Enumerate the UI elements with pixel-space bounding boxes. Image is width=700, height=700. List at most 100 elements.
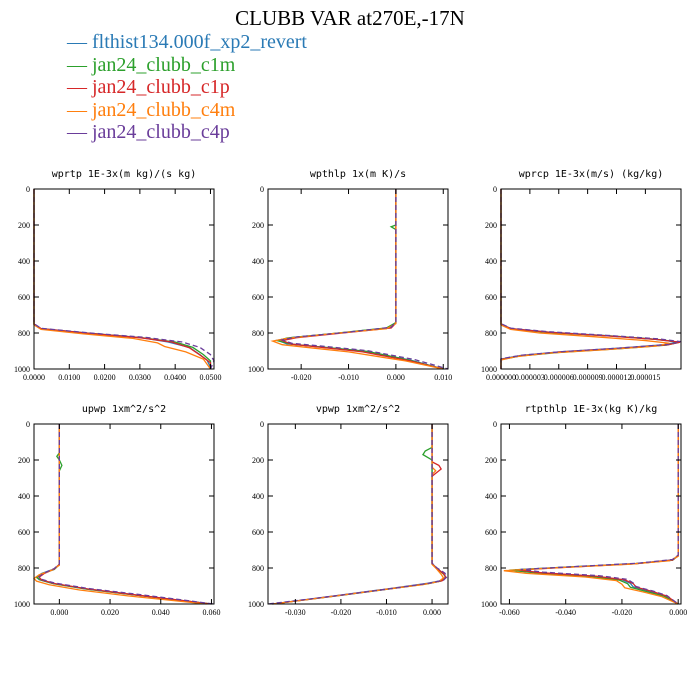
x-tick-label: -0.010 xyxy=(376,608,397,617)
y-tick-label: 0 xyxy=(493,420,497,429)
panel-title: rtpthlp 1E-3x(kg K)/kg xyxy=(525,404,657,415)
y-tick-label: 400 xyxy=(485,257,497,266)
x-tick-label: -0.030 xyxy=(285,608,306,617)
x-tick-label: 0.000006 xyxy=(544,373,574,382)
x-tick-label: -0.020 xyxy=(612,608,633,617)
plot-frame xyxy=(33,188,215,370)
y-tick-label: 800 xyxy=(485,329,497,338)
y-tick-label: 200 xyxy=(485,456,497,465)
x-tick-label: 0.060 xyxy=(202,608,220,617)
series-line-5 xyxy=(38,424,215,605)
chart-panel-2: wpthlp 1x(m K)/s -0.020 -0.010 0.000 0.010 0 2… xyxy=(248,169,452,382)
series-line-5 xyxy=(33,189,215,370)
plot-frame xyxy=(267,188,449,370)
x-tick-label: 0.010 xyxy=(434,373,452,382)
y-tick-label: 1000 xyxy=(14,600,30,609)
x-tick-label: 0.000009 xyxy=(573,373,603,382)
y-tick-label: 400 xyxy=(252,492,264,501)
series-line-4 xyxy=(503,424,679,605)
series-line-5 xyxy=(267,424,448,605)
x-tick-label: 0.000000 xyxy=(486,373,516,382)
chart-panel-1: wprtp 1E-3x(m kg)/(s kg) 0.0000 0.0100 0.02… xyxy=(14,169,221,382)
y-tick-label: 400 xyxy=(18,492,30,501)
x-tick-label: 0.0100 xyxy=(58,373,80,382)
series-line-2 xyxy=(35,424,212,605)
x-tick-label: -0.040 xyxy=(555,608,576,617)
y-tick-label: 600 xyxy=(18,528,30,537)
y-tick-label: 200 xyxy=(18,456,30,465)
x-tick-label: 0.000 xyxy=(387,373,405,382)
x-tick-label: -0.020 xyxy=(291,373,312,382)
x-tick-label: 0.040 xyxy=(152,608,170,617)
x-tick-label: 0.020 xyxy=(101,608,119,617)
series-line-3 xyxy=(279,189,444,370)
series-line-2 xyxy=(272,424,447,605)
x-tick-label: 0.0500 xyxy=(199,373,221,382)
legend-item: — jan24_clubb_c1m xyxy=(67,53,236,76)
panel-title: vpwp 1xm^2/s^2 xyxy=(316,404,400,415)
panel-title: upwp 1xm^2/s^2 xyxy=(82,404,166,415)
series-line-1 xyxy=(33,189,212,369)
plot-frame xyxy=(500,188,682,370)
y-tick-label: 0 xyxy=(26,185,30,194)
series-line-4 xyxy=(270,189,444,370)
x-tick-label: 0.0200 xyxy=(94,373,116,382)
y-tick-label: 800 xyxy=(252,564,264,573)
series-line-1 xyxy=(500,189,678,369)
y-tick-label: 600 xyxy=(252,528,264,537)
x-tick-label: 0.000015 xyxy=(630,373,660,382)
y-tick-label: 0 xyxy=(260,185,264,194)
legend-item: — flthist134.000f_xp2_revert xyxy=(67,31,307,53)
chart-panel-6: rtpthlp 1E-3x(kg K)/kg -0.060 -0.040 -0.020… xyxy=(481,404,687,617)
page-title: CLUBB VAR at270E,-17N xyxy=(235,6,465,30)
series-line-2 xyxy=(274,189,444,370)
series-line-2 xyxy=(33,189,212,369)
y-tick-label: 400 xyxy=(485,492,497,501)
x-tick-label: 0.000012 xyxy=(602,373,632,382)
y-tick-label: 1000 xyxy=(248,600,264,609)
y-tick-label: 0 xyxy=(493,185,497,194)
panel-title: wprcp 1E-3x(m/s) (kg/kg) xyxy=(519,169,664,180)
y-tick-label: 200 xyxy=(252,456,264,465)
series-line-3 xyxy=(272,424,447,605)
x-tick-label: 0.0300 xyxy=(129,373,151,382)
y-tick-label: 0 xyxy=(26,420,30,429)
x-tick-label: 0.0000 xyxy=(23,373,45,382)
series-line-2 xyxy=(500,189,680,369)
y-tick-label: 1000 xyxy=(481,365,497,374)
y-tick-label: 1000 xyxy=(248,365,264,374)
x-tick-label: 0.000 xyxy=(669,608,687,617)
chart-panel-4: upwp 1xm^2/s^2 0.000 0.020 0.040 0.060 0 200 40… xyxy=(14,404,220,617)
y-tick-label: 200 xyxy=(485,221,497,230)
x-tick-label: -0.020 xyxy=(331,608,352,617)
series-line-4 xyxy=(272,424,445,605)
plot-frame xyxy=(500,423,682,605)
series-line-1 xyxy=(35,424,212,605)
x-tick-label: 0.0400 xyxy=(164,373,186,382)
chart-panel-5: vpwp 1xm^2/s^2 -0.030 -0.020 -0.010 0.000 0 20… xyxy=(248,404,449,617)
series-line-3 xyxy=(38,424,212,605)
chart-panel-3: wprcp 1E-3x(m/s) (kg/kg) 0.0000000.000003… xyxy=(481,169,682,382)
y-tick-label: 800 xyxy=(252,329,264,338)
series-line-4 xyxy=(33,189,211,370)
x-tick-label: -0.010 xyxy=(338,373,359,382)
y-tick-label: 600 xyxy=(18,293,30,302)
series-line-5 xyxy=(279,189,449,370)
y-tick-label: 1000 xyxy=(481,600,497,609)
y-tick-label: 600 xyxy=(485,293,497,302)
x-tick-label: -0.060 xyxy=(499,608,520,617)
series-line-1 xyxy=(275,189,444,370)
legend: — flthist134.000f_xp2_revert — jan24_clu… xyxy=(67,31,307,144)
x-tick-label: 0.000003 xyxy=(515,373,545,382)
legend-item: — jan24_clubb_c4p xyxy=(67,121,230,143)
x-tick-label: 0.000 xyxy=(50,608,68,617)
y-tick-label: 600 xyxy=(252,293,264,302)
plot-frame xyxy=(267,423,449,605)
legend-item: — jan24_clubb_c1p xyxy=(67,76,230,98)
y-tick-label: 400 xyxy=(18,257,30,266)
series-line-1 xyxy=(272,424,447,605)
y-tick-label: 200 xyxy=(252,221,264,230)
y-tick-label: 800 xyxy=(18,329,30,338)
y-tick-label: 600 xyxy=(485,528,497,537)
